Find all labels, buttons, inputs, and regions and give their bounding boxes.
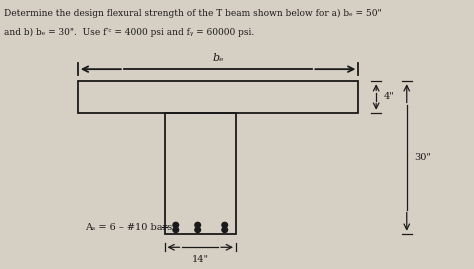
Circle shape <box>195 222 201 228</box>
Text: 14": 14" <box>191 254 209 264</box>
Circle shape <box>173 222 179 228</box>
Bar <box>164 113 236 234</box>
Text: Aₛ = 6 – #10 bars: Aₛ = 6 – #10 bars <box>85 223 173 232</box>
Circle shape <box>222 227 228 232</box>
Text: 30": 30" <box>414 153 431 162</box>
Circle shape <box>222 222 228 228</box>
Text: bₑ: bₑ <box>212 53 224 63</box>
Text: 4": 4" <box>384 93 395 101</box>
Bar <box>78 81 358 113</box>
Text: Determine the design flexural strength of the T beam shown below for a) bₑ = 50": Determine the design flexural strength o… <box>4 9 382 18</box>
Text: and b) bₑ = 30".  Use f′ᶜ = 4000 psi and fᵧ = 60000 psi.: and b) bₑ = 30". Use f′ᶜ = 4000 psi and … <box>4 28 254 37</box>
Circle shape <box>195 227 201 232</box>
Circle shape <box>173 227 179 232</box>
